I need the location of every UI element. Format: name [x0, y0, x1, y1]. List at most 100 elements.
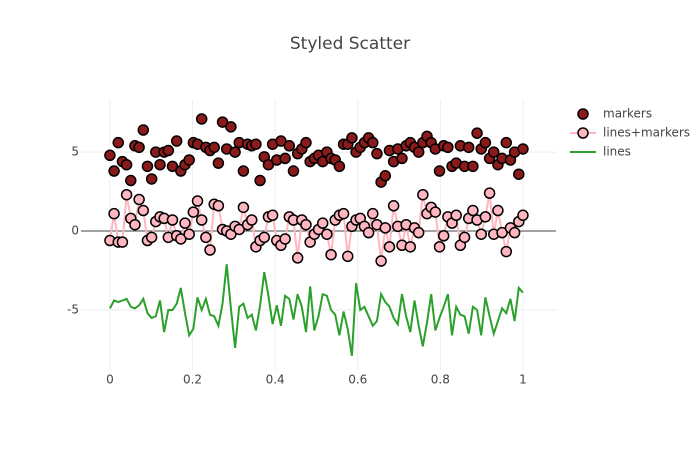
marker-point — [471, 127, 483, 139]
marker-point — [517, 143, 529, 155]
marker-point — [300, 218, 312, 231]
marker-point — [379, 170, 392, 182]
marker-point — [479, 211, 492, 223]
marker-point — [475, 228, 487, 240]
marker-point — [137, 204, 150, 217]
marker-point — [116, 236, 129, 248]
marker-point — [325, 248, 337, 261]
marker-point — [404, 241, 417, 253]
marker-point — [183, 228, 195, 240]
marker-point — [137, 124, 150, 136]
y-tick-label: 5 — [71, 145, 79, 159]
marker-point — [179, 217, 191, 229]
marker-point — [216, 116, 229, 128]
marker-point — [462, 141, 475, 154]
marker-point — [362, 226, 375, 239]
x-tick-label: 0 — [106, 373, 114, 387]
legend-marker — [577, 108, 589, 120]
marker-point — [212, 157, 225, 169]
marker-point — [162, 144, 175, 157]
marker-point — [166, 214, 179, 226]
marker-point — [279, 233, 291, 245]
marker-point — [170, 135, 183, 147]
x-tick-label: 0.4 — [266, 373, 285, 387]
series-line — [109, 264, 524, 356]
marker-point — [166, 160, 179, 173]
x-tick-label: 1 — [519, 373, 527, 387]
marker-point — [133, 141, 145, 154]
marker-point — [500, 136, 513, 149]
marker-point — [488, 146, 500, 158]
marker-point — [258, 231, 271, 244]
marker-point — [341, 250, 354, 263]
x-tick-label: 0.8 — [431, 373, 450, 387]
marker-point — [275, 135, 287, 147]
marker-point — [371, 147, 383, 160]
marker-point — [250, 138, 262, 150]
chart-title: Styled Scatter — [290, 34, 410, 54]
marker-point — [254, 174, 266, 187]
marker-point — [108, 165, 120, 177]
marker-point — [433, 165, 446, 177]
y-tick-label: -5 — [67, 303, 79, 317]
marker-point — [291, 252, 304, 264]
marker-point — [321, 228, 333, 240]
marker-point — [262, 158, 275, 171]
marker-point — [283, 140, 296, 152]
marker-point — [266, 209, 279, 222]
marker-point — [183, 154, 195, 166]
marker-point — [145, 173, 158, 185]
legend-label[interactable]: lines — [603, 145, 631, 159]
marker-point — [337, 207, 350, 220]
legend-label[interactable]: lines+markers — [603, 126, 690, 140]
marker-point — [133, 193, 145, 206]
marker-point — [120, 188, 133, 201]
marker-point — [300, 136, 312, 149]
marker-point — [458, 231, 471, 244]
marker-point — [187, 206, 200, 218]
marker-point — [125, 174, 137, 187]
marker-point — [467, 160, 479, 173]
marker-point — [191, 195, 204, 207]
marker-point — [120, 158, 133, 171]
x-tick-label: 0.2 — [183, 373, 202, 387]
marker-point — [417, 188, 429, 201]
marker-point — [333, 160, 346, 173]
marker-point — [145, 231, 158, 244]
marker-point — [492, 204, 504, 217]
marker-point — [204, 244, 216, 256]
marker-point — [200, 231, 212, 244]
marker-point — [500, 245, 513, 258]
legend-marker — [577, 127, 589, 139]
marker-point — [383, 241, 396, 253]
marker-point — [396, 152, 408, 165]
marker-point — [287, 165, 300, 177]
marker-point — [437, 230, 450, 242]
marker-point — [237, 201, 250, 214]
marker-point — [195, 214, 208, 226]
marker-point — [212, 200, 225, 212]
legend-label[interactable]: markers — [603, 107, 652, 121]
marker-point — [412, 226, 425, 239]
marker-point — [154, 158, 166, 171]
marker-point — [429, 206, 442, 218]
marker-point — [450, 209, 462, 222]
marker-point — [387, 200, 400, 212]
marker-point — [225, 121, 237, 133]
marker-point — [483, 187, 496, 199]
marker-point — [237, 165, 250, 177]
plot-layer — [104, 113, 529, 356]
marker-point — [112, 136, 125, 149]
marker-point — [129, 218, 141, 231]
legend: markers lines+markers lines — [570, 107, 690, 159]
marker-point — [479, 136, 492, 149]
x-tick-label: 0.6 — [348, 373, 367, 387]
marker-point — [367, 136, 379, 149]
marker-point — [513, 168, 525, 180]
marker-point — [467, 204, 479, 217]
marker-point — [367, 207, 379, 220]
marker-point — [208, 141, 220, 154]
y-tick-label: 0 — [71, 224, 79, 238]
